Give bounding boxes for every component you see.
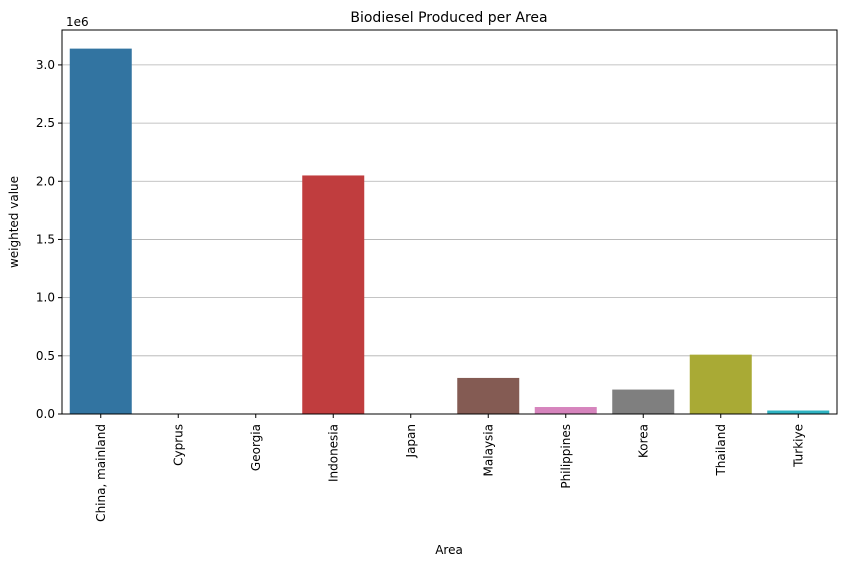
x-tick-label: Cyprus [171,424,185,466]
grid-lines [62,64,837,357]
bar [302,175,365,414]
x-tick-label: Indonesia [326,424,340,482]
bar [69,48,132,414]
bar [534,407,597,414]
x-tick-label: Georgia [249,424,263,471]
chart-title: Biodiesel Produced per Area [350,10,547,26]
x-axis-label: Area [435,543,463,557]
x-tick-label: China, mainland [94,424,108,522]
x-axis-ticks: China, mainland Cyprus Georgia Indonesia Jap… [94,414,805,522]
bar [612,389,675,414]
y-tick-label: 2.0 [36,174,55,188]
plot-frame [61,29,838,415]
y-tick-label: 2.5 [36,116,55,130]
y-axis-offset-label: 1e6 [66,15,89,29]
y-tick-label: 0.0 [36,407,55,421]
x-tick-label: Turkiye [791,424,805,468]
y-axis-ticks: 0.0 0.5 1.0 1.5 2.0 2.5 3.0 [36,58,62,421]
bars [69,48,830,414]
y-tick-label: 1.0 [36,291,55,305]
y-tick-label: 3.0 [36,58,55,72]
y-tick-label: 1.5 [36,232,55,246]
x-tick-label: Thailand [714,424,728,477]
x-tick-label: Japan [404,424,418,458]
bar [767,410,830,414]
bar [689,354,752,414]
x-tick-label: Malaysia [481,424,495,476]
bar [457,377,520,414]
y-tick-label: 0.5 [36,349,55,363]
x-tick-label: Korea [636,424,650,458]
x-tick-label: Philippines [559,424,573,489]
y-axis-label: weighted value [7,176,21,268]
